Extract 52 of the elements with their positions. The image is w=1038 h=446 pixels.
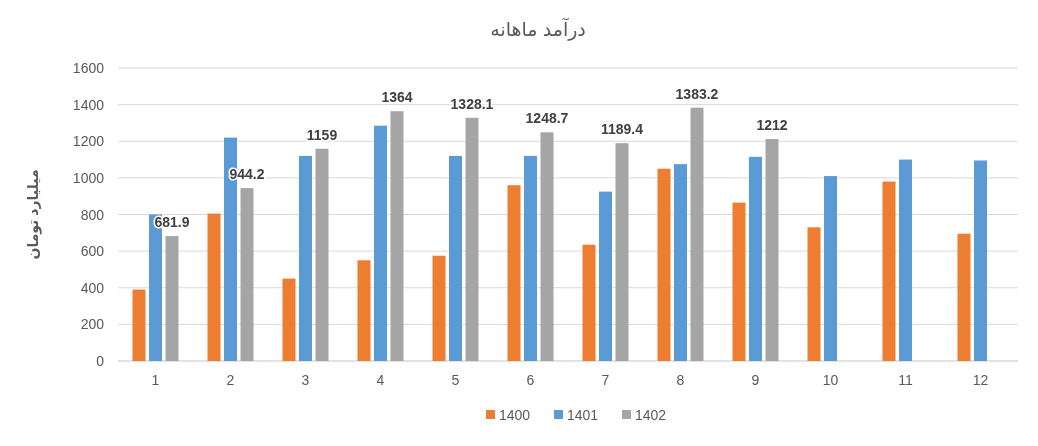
bar [974,160,987,361]
bar [390,111,404,361]
y-tick-label: 0 [96,353,105,369]
bar [899,159,912,361]
bar [690,107,704,361]
y-tick-label: 1600 [72,60,105,76]
bar [282,278,296,361]
y-tick-label: 1400 [72,96,105,113]
data-label: 1189.4 [600,121,644,138]
bar [732,202,746,361]
bar [807,227,821,361]
bar [882,181,896,361]
y-tick-label: 800 [80,206,105,223]
bar [357,260,371,361]
bar [749,156,762,361]
bar [432,255,446,361]
bar [507,185,521,361]
y-tick-label: 1200 [72,133,105,150]
bar [207,213,221,361]
bar [240,188,254,361]
bar [957,233,971,361]
legend-label: 1402 [635,407,667,423]
bar [524,155,537,361]
data-label: 1248.7 [525,110,569,127]
bar [599,191,612,361]
bar [540,132,554,361]
y-tick-label: 200 [80,316,105,333]
chart-title: درآمد ماهانه [490,17,586,41]
data-label: 1159 [306,126,338,143]
data-label: 1383.2 [675,85,719,102]
bar [315,148,329,361]
bar [449,155,462,361]
y-tick-label: 400 [80,279,105,296]
data-label: 1364 [381,89,413,106]
bar [165,236,179,361]
bar [824,176,837,361]
data-label: 1328.1 [450,95,494,112]
bar [374,125,387,361]
y-tick-label: 1000 [72,169,105,186]
bar [657,168,671,361]
legend-label: 1401 [567,407,599,423]
bar [674,164,687,361]
bar [132,289,146,361]
bar [615,143,629,361]
bar [465,117,479,361]
bar [582,244,596,361]
data-label: 1212 [756,117,788,134]
y-axis-title: میلیارد تومان [25,169,42,260]
y-tick-label: 600 [80,243,105,260]
bar [299,155,312,361]
legend-label: 1400 [499,407,531,423]
bar [765,139,779,361]
